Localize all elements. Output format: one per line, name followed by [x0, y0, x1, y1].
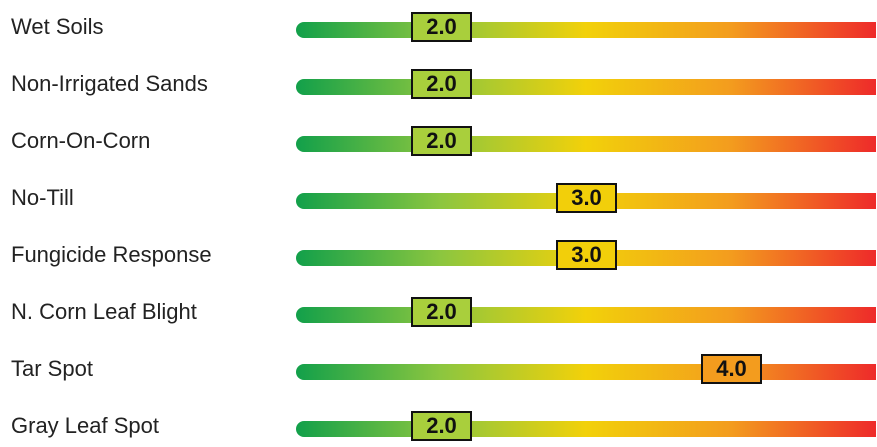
category-label: Non-Irrigated Sands — [11, 71, 208, 96]
category-label: No-Till — [11, 185, 74, 210]
rating-row: Gray Leaf Spot 2.0 — [0, 407, 877, 447]
rating-row: Fungicide Response 3.0 — [0, 236, 877, 276]
rating-row: Wet Soils 2.0 — [0, 8, 877, 48]
rating-value-marker: 2.0 — [411, 411, 472, 441]
category-label: Gray Leaf Spot — [11, 413, 159, 438]
rating-scale-bar — [296, 136, 876, 152]
category-label: Corn-On-Corn — [11, 128, 151, 153]
rating-row: N. Corn Leaf Blight 2.0 — [0, 293, 877, 333]
rating-scale-bar — [296, 22, 876, 38]
rating-row: Tar Spot 4.0 — [0, 350, 877, 390]
rating-value-marker: 2.0 — [411, 12, 472, 42]
rating-value-marker: 4.0 — [701, 354, 762, 384]
rating-value-marker: 2.0 — [411, 126, 472, 156]
rating-row: No-Till 3.0 — [0, 179, 877, 219]
rating-row: Non-Irrigated Sands 2.0 — [0, 65, 877, 105]
rating-scale-bar — [296, 421, 876, 437]
category-label: Wet Soils — [11, 14, 104, 39]
rating-row: Corn-On-Corn 2.0 — [0, 122, 877, 162]
category-label: Tar Spot — [11, 356, 93, 381]
rating-scale-bar — [296, 79, 876, 95]
rating-value-marker: 3.0 — [556, 240, 617, 270]
rating-value-marker: 2.0 — [411, 69, 472, 99]
rating-value-marker: 3.0 — [556, 183, 617, 213]
rating-scale-bar — [296, 307, 876, 323]
category-label: N. Corn Leaf Blight — [11, 299, 197, 324]
rating-scale-bar — [296, 364, 876, 380]
rating-value-marker: 2.0 — [411, 297, 472, 327]
category-label: Fungicide Response — [11, 242, 212, 267]
